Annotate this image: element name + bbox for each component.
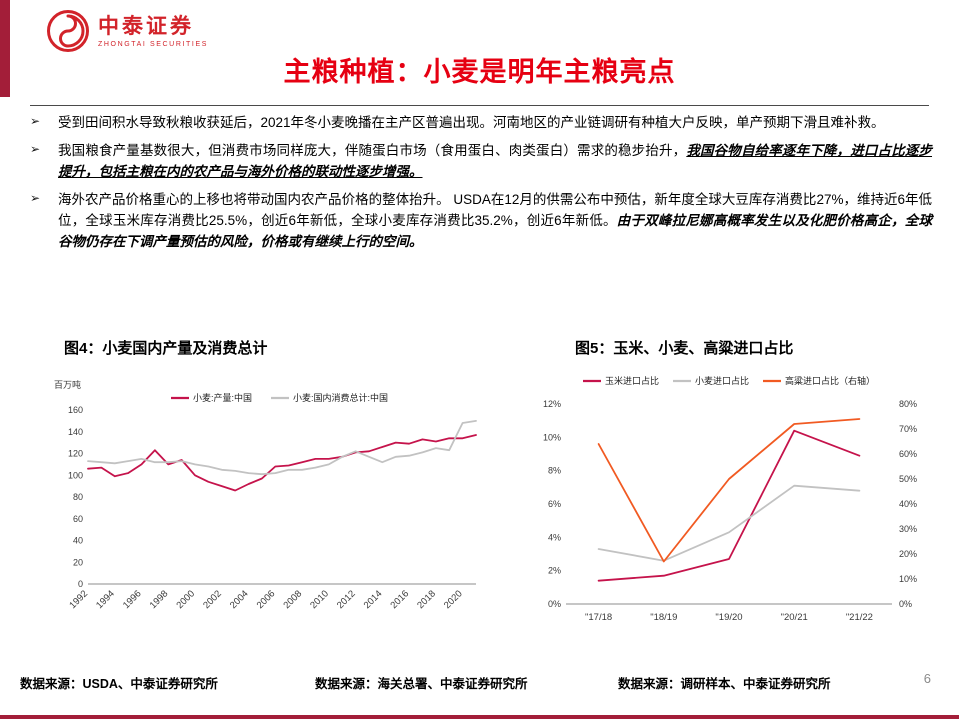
svg-text:2016: 2016: [388, 588, 411, 611]
bullet-text: 我国粮食产量基数很大，但消费市场同样庞大，伴随蛋白市场（食用蛋白、肉类蛋白）需求…: [58, 143, 933, 179]
bullet-arrow-icon: ➢: [30, 142, 41, 156]
svg-text:"21/22: "21/22: [846, 612, 873, 623]
svg-text:1998: 1998: [148, 588, 171, 611]
figure5-caption: 图5：玉米、小麦、高粱进口占比: [575, 340, 794, 357]
svg-text:10%: 10%: [543, 432, 561, 442]
brand-name: 中泰证券: [98, 14, 194, 38]
bullet-arrow-icon: ➢: [30, 191, 41, 205]
bullet-item: ➢ 我国粮食产量基数很大，但消费市场同样庞大，伴随蛋白市场（食用蛋白、肉类蛋白）需…: [30, 140, 932, 182]
svg-text:2014: 2014: [362, 588, 385, 611]
figure5-line-chart: 0% 2% 4% 6% 8% 10% 12% 0% 10% 20% 30% 40% 50% 60% 70% 8…: [543, 375, 917, 623]
svg-text:2004: 2004: [228, 588, 251, 611]
svg-text:高粱进口占比（右轴）: 高粱进口占比（右轴）: [785, 375, 875, 386]
svg-text:2%: 2%: [548, 566, 561, 576]
bottom-accent-bar: [0, 715, 959, 719]
bullet-list: ➢ 受到田间积水导致秋粮收获延后，2021年冬小麦晚播在主产区普遍出现。河南地区的…: [30, 112, 932, 259]
logo: 中泰证券 ZHONGTAI SECURITIES: [46, 9, 208, 53]
source-note-2: 数据来源：海关总署、中泰证券研究所: [315, 677, 528, 691]
source-note-1: 数据来源：USDA、中泰证券研究所: [20, 677, 218, 691]
svg-text:2006: 2006: [255, 588, 278, 611]
svg-text:10%: 10%: [899, 574, 917, 584]
svg-text:2000: 2000: [174, 588, 197, 611]
svg-text:2020: 2020: [442, 588, 465, 611]
svg-text:1996: 1996: [121, 588, 144, 611]
svg-text:60: 60: [73, 514, 83, 524]
source-note-3: 数据来源：调研样本、中泰证券研究所: [618, 677, 831, 691]
bullet-text: 海外农产品价格重心的上移也将带动国内农产品价格的整体抬升。 USDA在12月的供…: [58, 192, 933, 249]
svg-text:2010: 2010: [308, 588, 331, 611]
page-number: 6: [923, 671, 931, 686]
svg-text:小麦:国内消费总计:中国: 小麦:国内消费总计:中国: [293, 392, 388, 403]
svg-text:20%: 20%: [899, 549, 917, 559]
svg-text:2012: 2012: [335, 588, 358, 611]
svg-text:0%: 0%: [548, 599, 561, 609]
svg-text:"18/19: "18/19: [650, 612, 677, 623]
svg-text:小麦进口占比: 小麦进口占比: [695, 375, 749, 386]
svg-text:80%: 80%: [899, 399, 917, 409]
svg-text:6%: 6%: [548, 499, 561, 509]
svg-text:1994: 1994: [94, 588, 117, 611]
svg-text:"19/20: "19/20: [715, 612, 742, 623]
svg-text:4%: 4%: [548, 532, 561, 542]
svg-text:40%: 40%: [899, 499, 917, 509]
svg-text:80: 80: [73, 492, 83, 502]
svg-text:100: 100: [68, 470, 83, 480]
svg-text:0%: 0%: [899, 599, 912, 609]
svg-text:8%: 8%: [548, 466, 561, 476]
brand-subtitle: ZHONGTAI SECURITIES: [98, 40, 208, 48]
svg-text:"20/21: "20/21: [781, 612, 808, 623]
logo-emblem-icon: [47, 10, 89, 52]
bullet-text: 受到田间积水导致秋粮收获延后，2021年冬小麦晚播在主产区普遍出现。河南地区的产…: [58, 115, 885, 130]
svg-text:160: 160: [68, 405, 83, 415]
svg-text:"17/18: "17/18: [585, 612, 612, 623]
svg-text:12%: 12%: [543, 399, 561, 409]
bullet-item: ➢ 海外农产品价格重心的上移也将带动国内农产品价格的整体抬升。 USDA在12月的…: [30, 189, 932, 252]
svg-text:小麦:产量:中国: 小麦:产量:中国: [193, 392, 252, 403]
svg-text:玉米进口占比: 玉米进口占比: [605, 375, 659, 386]
svg-text:30%: 30%: [899, 524, 917, 534]
figure4-caption: 图4：小麦国内产量及消费总计: [64, 340, 268, 357]
svg-text:20: 20: [73, 557, 83, 567]
page-title: 主粮种植：小麦是明年主粮亮点: [283, 57, 676, 87]
logo-text: 中泰证券 ZHONGTAI SECURITIES: [98, 15, 208, 48]
svg-text:60%: 60%: [899, 449, 917, 459]
bullet-arrow-icon: ➢: [30, 114, 41, 128]
svg-text:140: 140: [68, 427, 83, 437]
svg-text:2008: 2008: [281, 588, 304, 611]
svg-text:40: 40: [73, 536, 83, 546]
svg-text:70%: 70%: [899, 424, 917, 434]
svg-text:2018: 2018: [415, 588, 438, 611]
header-divider: [30, 105, 929, 106]
svg-text:50%: 50%: [899, 474, 917, 484]
svg-text:0: 0: [78, 579, 83, 589]
svg-text:1992: 1992: [67, 588, 90, 611]
svg-text:2002: 2002: [201, 588, 224, 611]
svg-text:120: 120: [68, 449, 83, 459]
bullet-item: ➢ 受到田间积水导致秋粮收获延后，2021年冬小麦晚播在主产区普遍出现。河南地区的…: [30, 112, 932, 133]
svg-text:百万吨: 百万吨: [54, 379, 81, 390]
top-left-accent-bar: [0, 0, 10, 97]
